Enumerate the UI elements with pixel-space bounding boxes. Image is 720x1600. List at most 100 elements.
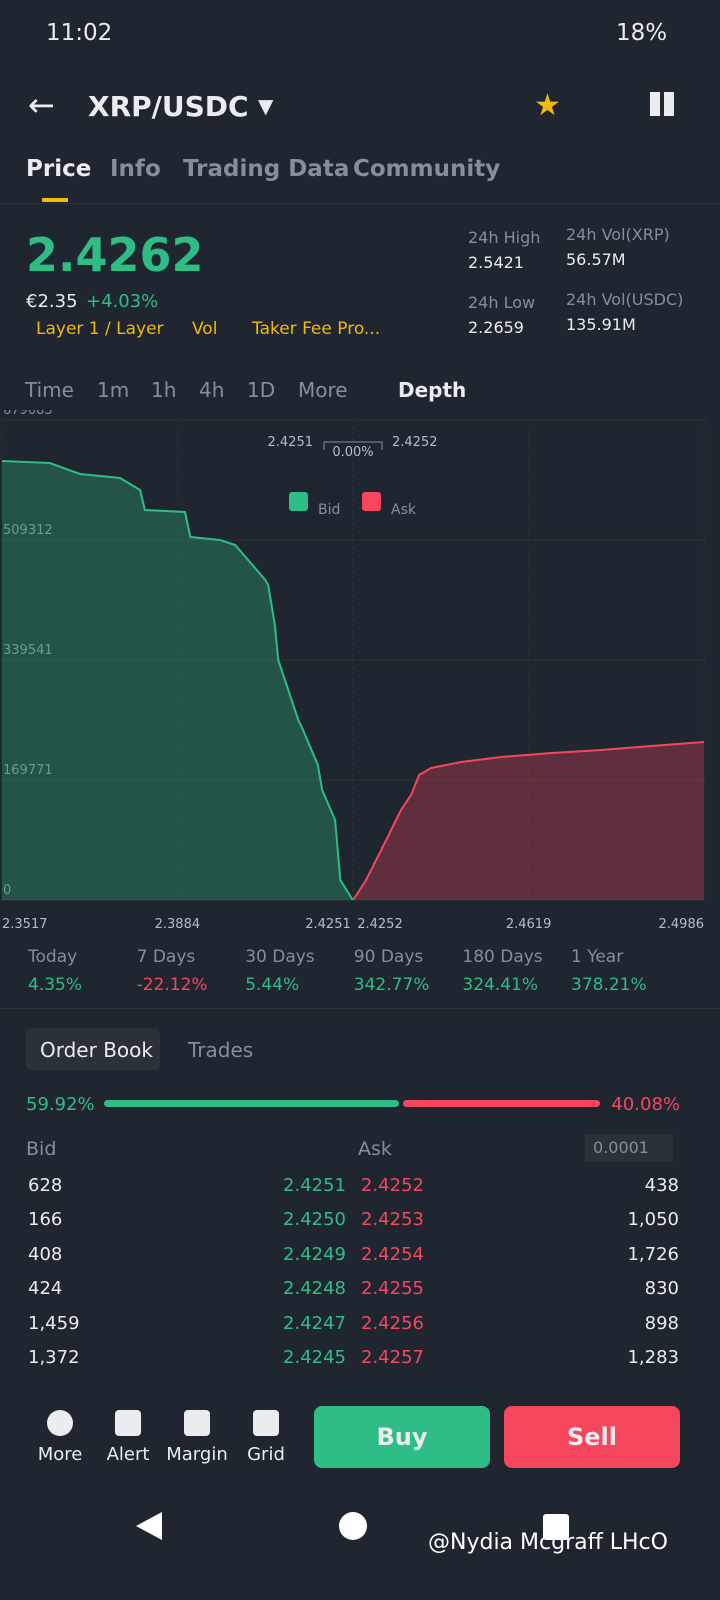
period-label: Today <box>28 947 78 967</box>
ask-price: 2.4253 <box>361 1209 424 1231</box>
period-value: 5.44% <box>245 975 300 995</box>
pair-dropdown[interactable]: ▼ <box>258 94 274 118</box>
pair[interactable]: XRP/USDC <box>88 90 249 123</box>
ask-qty: 438 <box>644 1175 679 1196</box>
action-label[interactable]: Grid <box>247 1444 285 1465</box>
interval[interactable]: 4h <box>199 378 225 402</box>
period-value: 378.21% <box>571 975 647 995</box>
bid-price: 2.4251 <box>283 1175 346 1196</box>
legend-label: Bid <box>318 502 340 518</box>
action-icon[interactable] <box>184 1410 210 1436</box>
last-price: 2.4262 <box>26 228 204 282</box>
action-icon[interactable] <box>115 1410 141 1436</box>
bid-qty: 1,372 <box>28 1347 80 1368</box>
period-value: -22.12% <box>136 975 208 995</box>
tag[interactable]: Vol <box>192 319 218 339</box>
sell-button[interactable]: Sell <box>504 1406 680 1468</box>
battery: 18% <box>616 20 668 46</box>
bid-price: 2.4245 <box>283 1347 346 1368</box>
interval[interactable]: Depth <box>398 378 467 402</box>
nav-recent[interactable] <box>543 1514 569 1540</box>
status-time: 11:02 <box>46 20 113 46</box>
bid-price: 2.4251 <box>268 435 314 450</box>
ask-qty: 1,283 <box>627 1347 679 1368</box>
stat-value: 135.91M <box>566 315 636 334</box>
ask-qty: 1,726 <box>627 1243 679 1265</box>
tab[interactable]: Trading Data <box>183 156 350 182</box>
action-label[interactable]: Alert <box>106 1444 150 1465</box>
action-label[interactable]: More <box>37 1444 83 1465</box>
tab[interactable]: Info <box>110 156 161 182</box>
period-value: 342.77% <box>353 975 430 995</box>
stat-label: 24h Vol(USDC) <box>566 290 684 309</box>
action-label[interactable]: Margin <box>166 1444 228 1465</box>
interval[interactable]: Time <box>25 378 74 402</box>
x-tick-label: 2.4619 <box>506 917 552 932</box>
action-icon[interactable] <box>47 1410 73 1436</box>
stat-label: 24h Low <box>468 293 536 312</box>
tab[interactable]: Community <box>353 156 501 182</box>
ask-price: 2.4255 <box>361 1278 424 1300</box>
ask-qty: 898 <box>644 1312 679 1334</box>
ratio-bar <box>104 1100 600 1107</box>
divider <box>0 203 720 204</box>
tag[interactable]: Layer 1 / Layer <box>36 319 164 339</box>
ask-price: 2.4252 <box>361 1175 424 1196</box>
x-tick-label: 2.4251 <box>305 917 351 932</box>
book-tab[interactable]: Trades <box>188 1038 254 1062</box>
interval[interactable]: 1h <box>151 378 177 402</box>
depth-line <box>1 459 354 901</box>
x-tick-label: 2.4986 <box>659 917 705 932</box>
spread-bracket <box>323 441 383 450</box>
action-icon[interactable] <box>253 1410 279 1436</box>
nav-back[interactable] <box>136 1512 162 1540</box>
ask-header: Ask <box>358 1138 392 1160</box>
ratio-ask <box>403 1100 600 1107</box>
ask-ratio: 40.08% <box>611 1094 680 1115</box>
tag[interactable]: Taker Fee Pro... <box>252 319 381 339</box>
stat-label: 24h High <box>468 228 541 247</box>
y-tick-label: 0 <box>3 883 11 898</box>
stat-value: 2.5421 <box>468 253 524 272</box>
ask-price: 2.4254 <box>361 1243 424 1265</box>
legend-swatch <box>362 492 381 511</box>
period-label: 30 Days <box>245 947 315 967</box>
depth-line <box>352 741 705 901</box>
bid-price: 2.4247 <box>283 1312 346 1334</box>
favorite[interactable]: ★ <box>534 88 561 123</box>
divider <box>0 1008 720 1009</box>
y-tick-label: 509312 <box>3 523 53 538</box>
interval[interactable]: More <box>298 378 348 402</box>
stat-value: 2.2659 <box>468 318 524 337</box>
change: +4.03% <box>86 291 159 312</box>
period-label: 1 Year <box>571 947 624 967</box>
stat-value: 56.57M <box>566 250 626 269</box>
precision[interactable]: 0.0001 <box>585 1134 673 1162</box>
bid-price: 2.4249 <box>283 1243 346 1265</box>
tab-bg <box>26 1028 160 1070</box>
depth-area <box>2 460 353 900</box>
bid-qty: 166 <box>28 1209 63 1231</box>
depth-area <box>353 742 704 900</box>
bid-qty: 628 <box>28 1175 63 1196</box>
bid-ratio: 59.92% <box>26 1094 95 1115</box>
period-label: 90 Days <box>353 947 424 967</box>
grid-icon[interactable] <box>650 92 674 116</box>
buy-button[interactable]: Buy <box>314 1406 490 1468</box>
period-label: 7 Days <box>136 947 196 967</box>
bid-qty: 1,459 <box>28 1312 80 1334</box>
nav-home[interactable] <box>339 1512 367 1540</box>
interval[interactable]: 1m <box>97 378 130 402</box>
period-value: 4.35% <box>28 975 83 995</box>
book-tab[interactable]: Order Book <box>40 1038 153 1062</box>
ask-price: 2.4257 <box>361 1347 424 1368</box>
ask-qty: 830 <box>644 1278 679 1300</box>
legend-swatch <box>289 492 308 511</box>
interval[interactable]: 1D <box>247 378 276 402</box>
ask-price: 2.4256 <box>361 1312 424 1334</box>
bid-price: 2.4250 <box>283 1209 346 1231</box>
watermark: @Nydia Mcgraff LHcO <box>428 1530 668 1555</box>
tab[interactable]: Price <box>26 156 92 182</box>
back[interactable]: ← <box>28 86 55 124</box>
